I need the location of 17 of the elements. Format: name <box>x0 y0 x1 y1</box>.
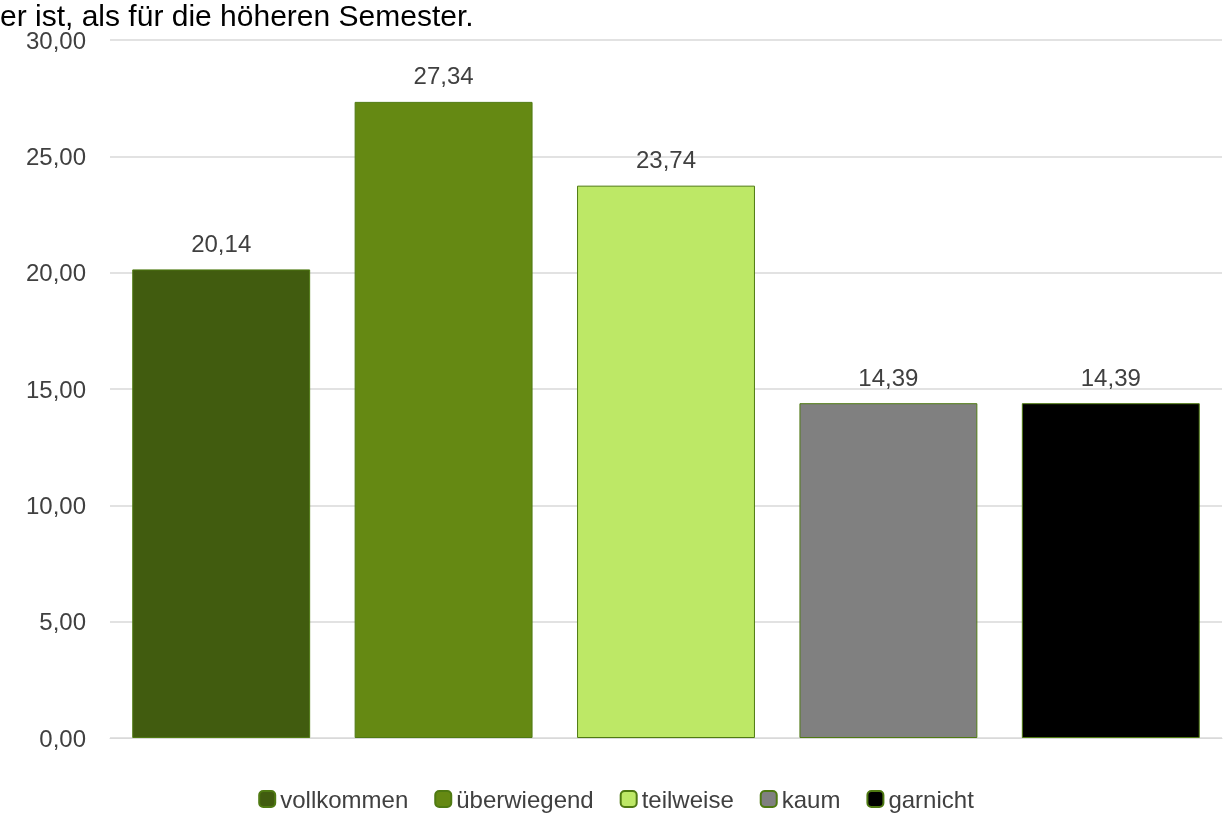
data-label: 14,39 <box>858 363 919 391</box>
legend-label: vollkommen <box>280 785 409 813</box>
legend-label: garnicht <box>888 785 975 813</box>
data-label: 14,39 <box>1080 363 1141 391</box>
y-tick-label: 25,00 <box>25 142 86 170</box>
y-tick-label: 15,00 <box>25 375 86 403</box>
legend-label: überwiegend <box>456 785 594 813</box>
y-tick-label: 20,00 <box>25 259 86 287</box>
legend-label: kaum <box>781 785 841 813</box>
data-label: 27,34 <box>413 62 474 90</box>
data-label: 20,14 <box>191 229 252 257</box>
legend-label: teilweise <box>641 785 734 813</box>
text: er ist, als für die höheren Semester. <box>0 0 474 32</box>
y-tick-label: 10,00 <box>25 491 86 519</box>
data-label: 23,74 <box>635 146 697 174</box>
y-tick-label: 0,00 <box>39 724 86 752</box>
y-tick-label: 5,00 <box>39 608 86 636</box>
